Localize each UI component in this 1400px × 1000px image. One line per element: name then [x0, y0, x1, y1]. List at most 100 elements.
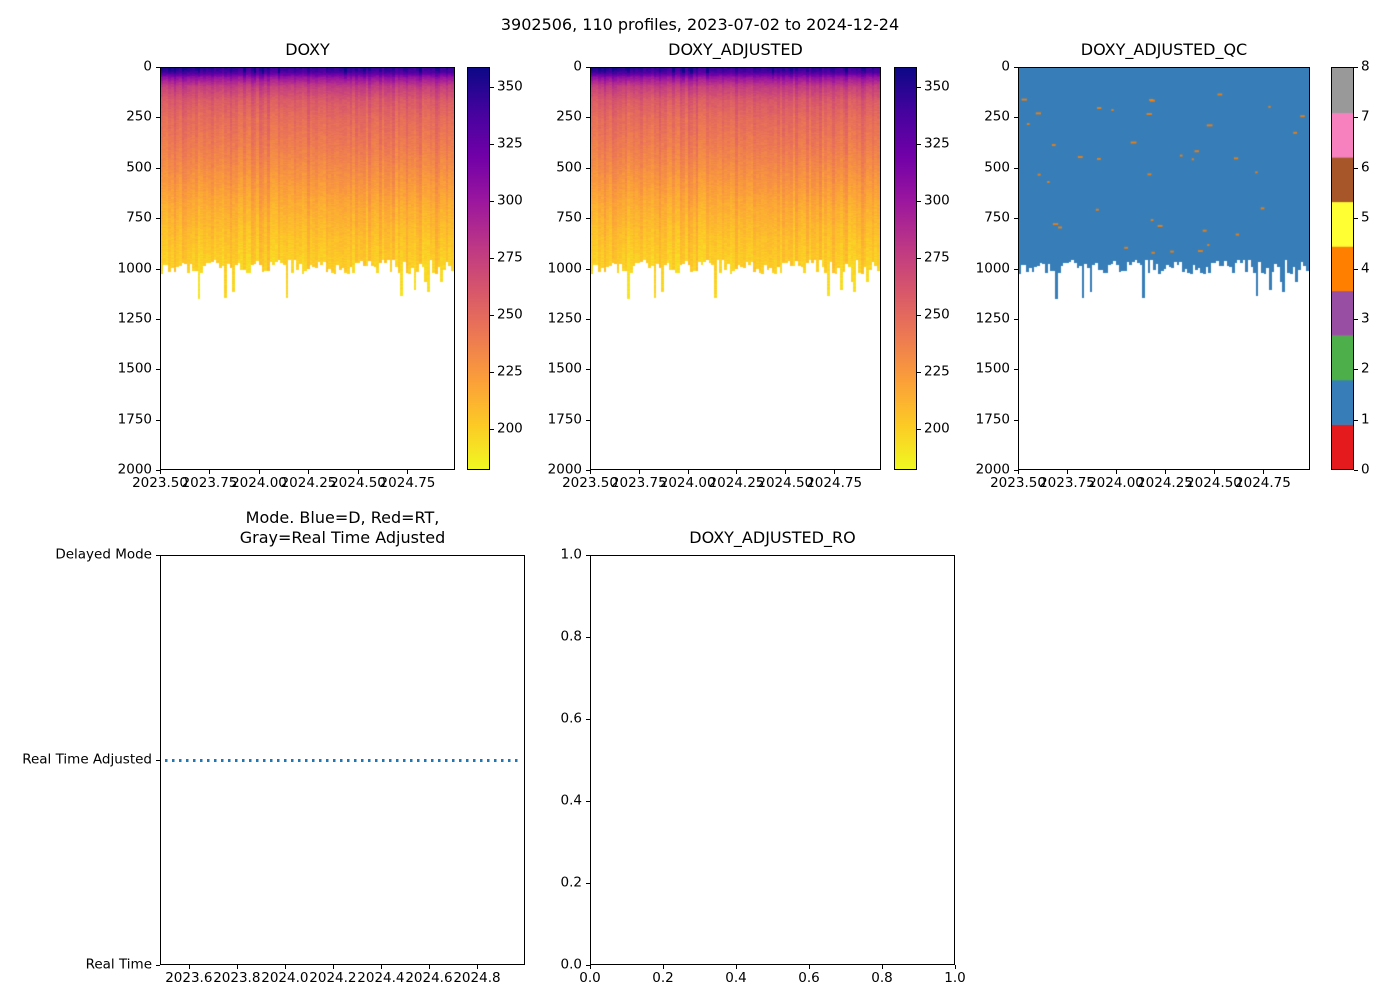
axes-doxy — [160, 67, 455, 470]
x-tick-label: 0.6 — [798, 970, 820, 986]
x-tick — [955, 965, 956, 969]
y-tick-label: 0.4 — [560, 792, 582, 809]
axes-doxy_adjusted — [590, 67, 881, 470]
x-tick — [308, 470, 310, 474]
y-tick — [586, 555, 590, 556]
colorbar-tick-label: 8 — [1361, 58, 1370, 75]
mode-series-line — [164, 759, 521, 762]
x-tick-label: 2023.75 — [181, 475, 238, 491]
x-tick — [284, 965, 286, 969]
axes-doxy_adjusted_ro — [590, 555, 955, 965]
y-tick — [156, 318, 160, 320]
colorbar — [894, 67, 917, 470]
y-tick-label: 2000 — [117, 461, 152, 478]
y-tick — [1014, 67, 1018, 68]
colorbar-tick — [1354, 167, 1358, 169]
y-tick-label: 250 — [126, 108, 152, 125]
y-tick — [586, 470, 590, 471]
y-tick-label: 1750 — [117, 410, 152, 427]
y-tick-label: 250 — [984, 108, 1010, 125]
x-tick — [1018, 470, 1019, 474]
colorbar-tick-label: 5 — [1361, 209, 1370, 226]
colorbar-tick — [1354, 318, 1358, 320]
x-tick — [428, 965, 430, 969]
colorbar-tick-label: 350 — [497, 78, 523, 95]
colorbar-tick — [1354, 218, 1358, 220]
x-tick — [407, 470, 409, 474]
y-tick-label: 1250 — [547, 310, 582, 327]
x-tick-label: 2024.4 — [357, 970, 405, 986]
figure-title: 3902506, 110 profiles, 2023-07-02 to 202… — [500, 15, 900, 34]
colorbar-tick-label: 0 — [1361, 461, 1370, 478]
x-tick-label: 1.0 — [944, 970, 966, 986]
x-tick-label: 2024.00 — [1088, 475, 1144, 491]
x-tick-label: 2023.50 — [562, 475, 618, 491]
x-tick — [357, 470, 359, 474]
x-tick-label: 2024.50 — [330, 475, 386, 491]
x-tick-label: 2024.2 — [309, 970, 357, 986]
y-tick — [156, 117, 160, 119]
x-tick — [785, 470, 787, 474]
plot-title-mode-line2: Gray=Real Time Adjusted — [239, 528, 446, 547]
x-tick — [160, 470, 161, 474]
colorbar-tick — [490, 372, 494, 374]
x-tick — [590, 965, 591, 969]
colorbar-tick-label: 225 — [497, 363, 523, 380]
y-tick — [156, 268, 160, 270]
y-tick — [1014, 268, 1018, 270]
y-tick-label: 0 — [1001, 58, 1010, 75]
y-tick-label: 500 — [126, 159, 152, 175]
y-tick-label: 2000 — [975, 461, 1010, 478]
x-tick — [332, 965, 334, 969]
colorbar-tick-label: 2 — [1361, 360, 1370, 377]
x-tick — [258, 470, 260, 474]
x-tick-label: 2024.75 — [806, 475, 863, 491]
y-tick — [156, 965, 160, 966]
colorbar-tick-label: 250 — [497, 306, 523, 323]
x-tick-label: 2024.0 — [261, 970, 309, 986]
y-tick-label: 0.0 — [560, 956, 582, 973]
y-tick-label: 1500 — [975, 360, 1010, 377]
x-tick-label: 2023.50 — [990, 475, 1046, 491]
colorbar-tick — [1354, 419, 1358, 421]
colorbar-bands — [1332, 68, 1353, 469]
x-tick-label: 2023.75 — [610, 475, 667, 491]
colorbar-tick-label: 300 — [924, 192, 950, 209]
x-tick — [1164, 470, 1166, 474]
doxy_adjusted_qc-heatmap-canvas — [1019, 68, 1309, 469]
x-tick — [834, 470, 836, 474]
y-tick — [586, 719, 590, 720]
y-tick — [1014, 117, 1018, 119]
y-tick-label: 1500 — [547, 360, 582, 377]
colorbar-tick-label: 275 — [497, 249, 523, 266]
colorbar-gradient — [895, 68, 916, 469]
y-tick — [156, 67, 160, 68]
x-tick — [476, 965, 478, 969]
plot-title-doxy_adjusted: DOXY_ADJUSTED — [668, 40, 803, 59]
x-tick — [882, 965, 883, 969]
y-tick — [586, 67, 590, 68]
y-tick-label: 500 — [984, 159, 1010, 175]
y-tick-label: 1250 — [117, 310, 152, 327]
y-tick — [586, 218, 590, 220]
x-tick-label: 0.4 — [725, 970, 747, 986]
y-tick — [156, 218, 160, 220]
x-tick — [1262, 470, 1264, 474]
x-tick — [736, 470, 738, 474]
plot-title-doxy_adjusted_ro: DOXY_ADJUSTED_RO — [689, 528, 856, 547]
y-tick — [586, 419, 590, 421]
y-tick-label: 0.6 — [560, 710, 582, 727]
y-tick-label: 1000 — [117, 259, 152, 276]
x-tick — [380, 965, 382, 969]
colorbar-tick — [1354, 369, 1358, 371]
x-tick-label: 2024.00 — [231, 475, 287, 491]
y-tick — [156, 419, 160, 421]
colorbar-tick-label: 3 — [1361, 310, 1370, 327]
colorbar-gradient — [468, 68, 489, 469]
x-tick-label: 2023.50 — [132, 475, 188, 491]
x-tick — [638, 470, 640, 474]
y-tick-label: 0 — [143, 58, 152, 75]
x-tick-label: 2023.8 — [213, 970, 261, 986]
y-tick — [1014, 419, 1018, 421]
